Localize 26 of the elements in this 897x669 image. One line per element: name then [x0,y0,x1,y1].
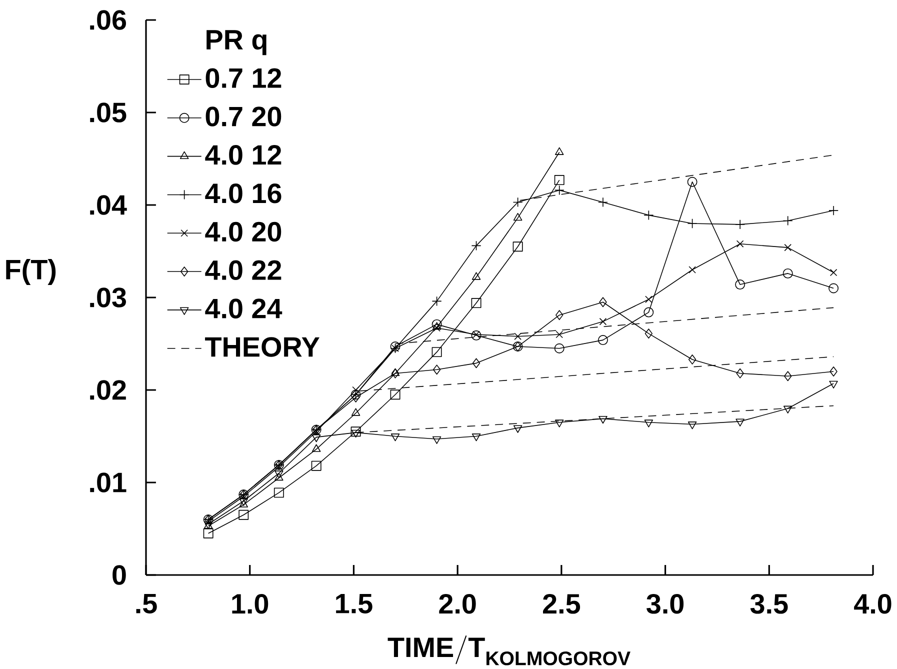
y-tick-label: 0 [112,565,126,585]
legend-label: THEORY [205,337,320,357]
x-tick-label: 2.0 [439,594,476,614]
y-tick-label: .04 [90,195,127,215]
x-axis-title: $\mathbf{TIME/T}_{\mathbf{KOLMOGOROV}}$ [388,635,630,666]
y-tick-label: .02 [90,380,126,400]
legend-label: 4.0 20 [205,222,282,242]
legend-label: 4.0 22 [205,260,282,280]
x-tick-label: 2.5 [543,594,580,614]
legend-label: 4.0 12 [205,145,282,165]
y-tick-label: .01 [90,472,126,492]
x-tick-label: .5 [136,594,157,614]
legend-label: 0.7 12 [206,68,282,88]
x-tick-label: 3.5 [750,594,788,614]
y-tick-label: .06 [90,10,126,30]
legend-label: 0.7 20 [206,106,282,126]
y-axis-title: F(T) [6,258,56,285]
legend-title: PR q [206,30,266,56]
y-tick-label: .05 [90,102,126,122]
y-tick-label: .03 [90,288,126,308]
x-tick-label: 1.5 [336,594,372,614]
legend-label: 4.0 24 [205,298,282,318]
x-tick-label: 4.0 [854,594,892,614]
x-tick-label: 1.0 [232,594,268,614]
legend-label: 4.0 16 [205,183,282,204]
x-tick-label: 3.0 [646,594,684,614]
